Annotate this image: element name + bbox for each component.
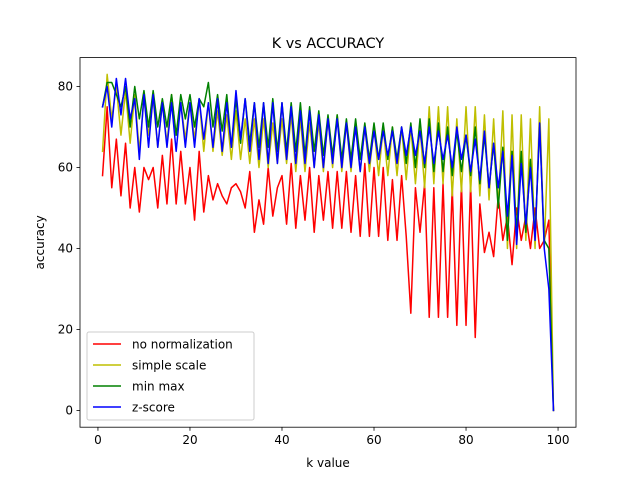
axes-frame [79, 57, 577, 428]
legend-label: simple scale [132, 358, 206, 372]
y-tick-label: 20 [58, 323, 73, 337]
x-tick-label: 40 [274, 433, 289, 447]
chart-title: K vs ACCURACY [272, 36, 385, 52]
y-tick-label: 0 [65, 404, 73, 418]
legend-label: min max [132, 379, 185, 393]
y-tick-label: 80 [58, 80, 73, 94]
y-tick-label: 40 [58, 242, 73, 256]
x-tick-label: 20 [182, 433, 197, 447]
legend-label: z-score [132, 400, 175, 414]
series-line-z-score [101, 77, 555, 412]
x-tick-label: 0 [94, 433, 102, 447]
x-axis-label: k value [306, 456, 350, 470]
legend-box [86, 331, 255, 421]
series-line-no-normalization [101, 106, 555, 412]
legend: no normalization simple scale min max z-sco… [86, 331, 255, 421]
series-layer [101, 73, 555, 412]
legend-label: no normalization [132, 337, 233, 351]
x-tick-label: 60 [366, 433, 381, 447]
y-axis-ticks: 0 20 40 60 80 [58, 80, 80, 418]
x-tick-label: 80 [458, 433, 473, 447]
x-axis-ticks: 0 20 40 60 80 100 [94, 427, 570, 447]
y-axis-label: accuracy [33, 215, 47, 269]
x-tick-label: 100 [547, 433, 570, 447]
y-tick-label: 60 [58, 161, 73, 175]
